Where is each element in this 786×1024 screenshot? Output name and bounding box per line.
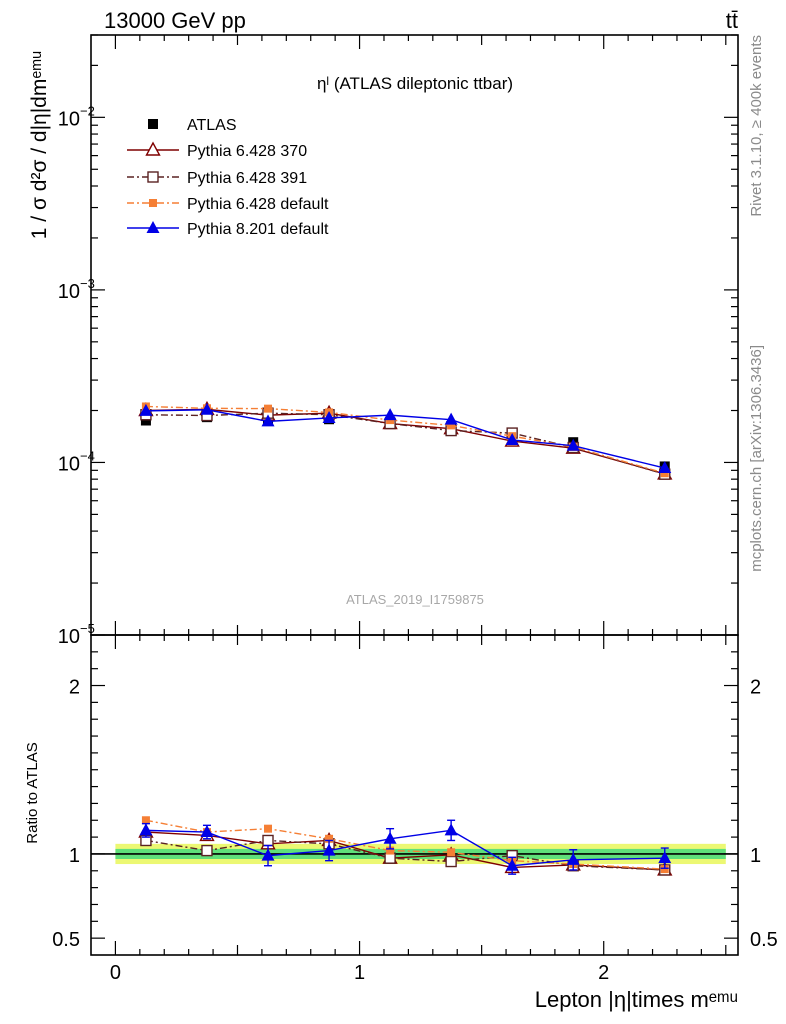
series-point-ratio — [505, 858, 519, 871]
series-point-ratio — [384, 852, 396, 864]
header-collision-label: 13000 GeV pp — [104, 8, 246, 33]
series-ratio-4 — [139, 819, 672, 875]
y-tick-exponent-main: −5 — [80, 621, 95, 636]
series-point-main — [139, 403, 153, 416]
series-point-ratio — [201, 844, 213, 857]
series-main-4 — [139, 402, 672, 474]
legend-label: Pythia 6.428 370 — [187, 143, 307, 160]
y-tick-exponent-main: −2 — [80, 103, 95, 118]
legend-label: ATLAS — [187, 117, 237, 134]
legend-marker — [145, 141, 161, 156]
chart-title: ηˡ (ATLAS dileptonic ttbar) — [317, 74, 513, 93]
y-tick-label-main: 10 — [58, 626, 80, 648]
series-point-ratio — [141, 816, 150, 825]
legend-marker — [148, 119, 158, 129]
legend-marker — [149, 199, 157, 207]
series-point-ratio — [261, 848, 275, 861]
series-point-ratio — [262, 834, 274, 847]
x-axis-label: Lepton |η|times mᵉᵐᵘ — [535, 987, 738, 1012]
header-process-label: tt̄ — [726, 8, 738, 33]
y-axis-label-ratio: Ratio to ATLAS — [24, 742, 41, 843]
series-point-main — [322, 410, 336, 423]
ratio-frame — [90, 634, 739, 956]
series-line-main — [145, 409, 665, 469]
series-main-3 — [141, 402, 669, 478]
series-point-main — [264, 404, 273, 413]
legend-marker — [146, 221, 160, 233]
series-point-main — [447, 421, 456, 430]
series-point-ratio — [322, 843, 336, 856]
series-point-ratio — [445, 855, 457, 868]
y-tick-label-ratio: 1 — [69, 845, 80, 867]
main-panel: 10−510−410−310−2 ηˡ (ATLAS dileptonic tt… — [28, 34, 739, 648]
series-point-main — [444, 412, 458, 425]
series-point-ratio — [139, 823, 153, 836]
ratio-marks — [138, 816, 673, 876]
y-tick-label-ratio-right: 2 — [750, 677, 761, 699]
mcplots-label: mcplots.cern.ch [arXiv:1306.3436] — [748, 345, 765, 572]
series-line-ratio — [145, 819, 665, 870]
series-point-main — [261, 414, 275, 427]
series-line-main — [145, 412, 665, 475]
legend-label: Pythia 8.201 default — [187, 221, 329, 238]
series-point-main — [383, 408, 397, 421]
ratio-uncertainty-band — [91, 843, 738, 865]
series-point-ratio — [386, 846, 395, 855]
series-point-ratio — [444, 823, 458, 836]
main-ticks: 10−510−410−310−2 — [58, 34, 738, 648]
y-tick-label-main: 10 — [58, 453, 80, 475]
legend-item: Pythia 6.428 default — [127, 196, 329, 213]
legend-item: Pythia 6.428 391 — [127, 170, 307, 187]
series-point-ratio — [660, 865, 669, 874]
series-point-main — [566, 438, 580, 451]
x-tick-label: 2 — [598, 962, 609, 984]
series-point-main — [505, 432, 519, 445]
ratio-ticks: 0.5 0.5 1 1 2 2 — [52, 635, 778, 955]
y-tick-label-main: 10 — [58, 281, 80, 303]
y-tick-exponent-main: −3 — [80, 276, 95, 291]
legend-item: ATLAS — [148, 117, 237, 134]
series-point-ratio — [658, 851, 672, 864]
atlas-point — [140, 415, 151, 426]
legend-label: Pythia 6.428 default — [187, 196, 329, 213]
x-tick-label: 1 — [354, 962, 365, 984]
analysis-watermark: ATLAS_2019_I1759875 — [346, 592, 484, 607]
y-tick-label-ratio: 2 — [69, 677, 80, 699]
y-tick-exponent-main: −4 — [80, 448, 95, 463]
series-point-main — [660, 469, 669, 478]
series-point-ratio — [447, 848, 456, 857]
series-point-ratio — [383, 831, 397, 844]
legend-item: Pythia 6.428 370 — [127, 141, 307, 160]
rivet-version-label: Rivet 3.1.10, ≥ 400k events — [748, 35, 765, 217]
legend-item: Pythia 8.201 default — [127, 221, 329, 238]
legend-marker — [147, 171, 159, 183]
series-line-main — [145, 408, 665, 475]
series-point-main — [200, 402, 214, 415]
series-point-ratio — [264, 824, 273, 833]
y-tick-label-ratio: 0.5 — [52, 929, 80, 951]
series-point-ratio — [200, 825, 214, 838]
series-main-2 — [140, 407, 671, 480]
x-tick-labels: 0 1 2 — [110, 962, 609, 984]
x-tick-label: 0 — [110, 962, 121, 984]
y-tick-label-ratio-right: 0.5 — [750, 929, 778, 951]
legend: ATLAS Pythia 6.428 370 Pythia 6.428 391 Pyt… — [127, 117, 329, 238]
y-tick-label-main: 10 — [58, 108, 80, 130]
ratio-panel: 0.5 0.5 1 1 2 2 Ratio to ATLAS 0 1 2 Lepton |η|… — [24, 634, 778, 1012]
main-marks — [138, 400, 673, 480]
y-tick-label-ratio-right: 1 — [750, 845, 761, 867]
legend-label: Pythia 6.428 391 — [187, 170, 307, 187]
y-axis-label-main: 1 / σ d²σ / d|η|dmᵉᵐᵘ — [28, 51, 51, 239]
series-main-1 — [138, 400, 673, 480]
series-point-ratio — [325, 834, 334, 843]
series-point-main — [658, 461, 672, 474]
series-point-ratio — [566, 852, 580, 865]
